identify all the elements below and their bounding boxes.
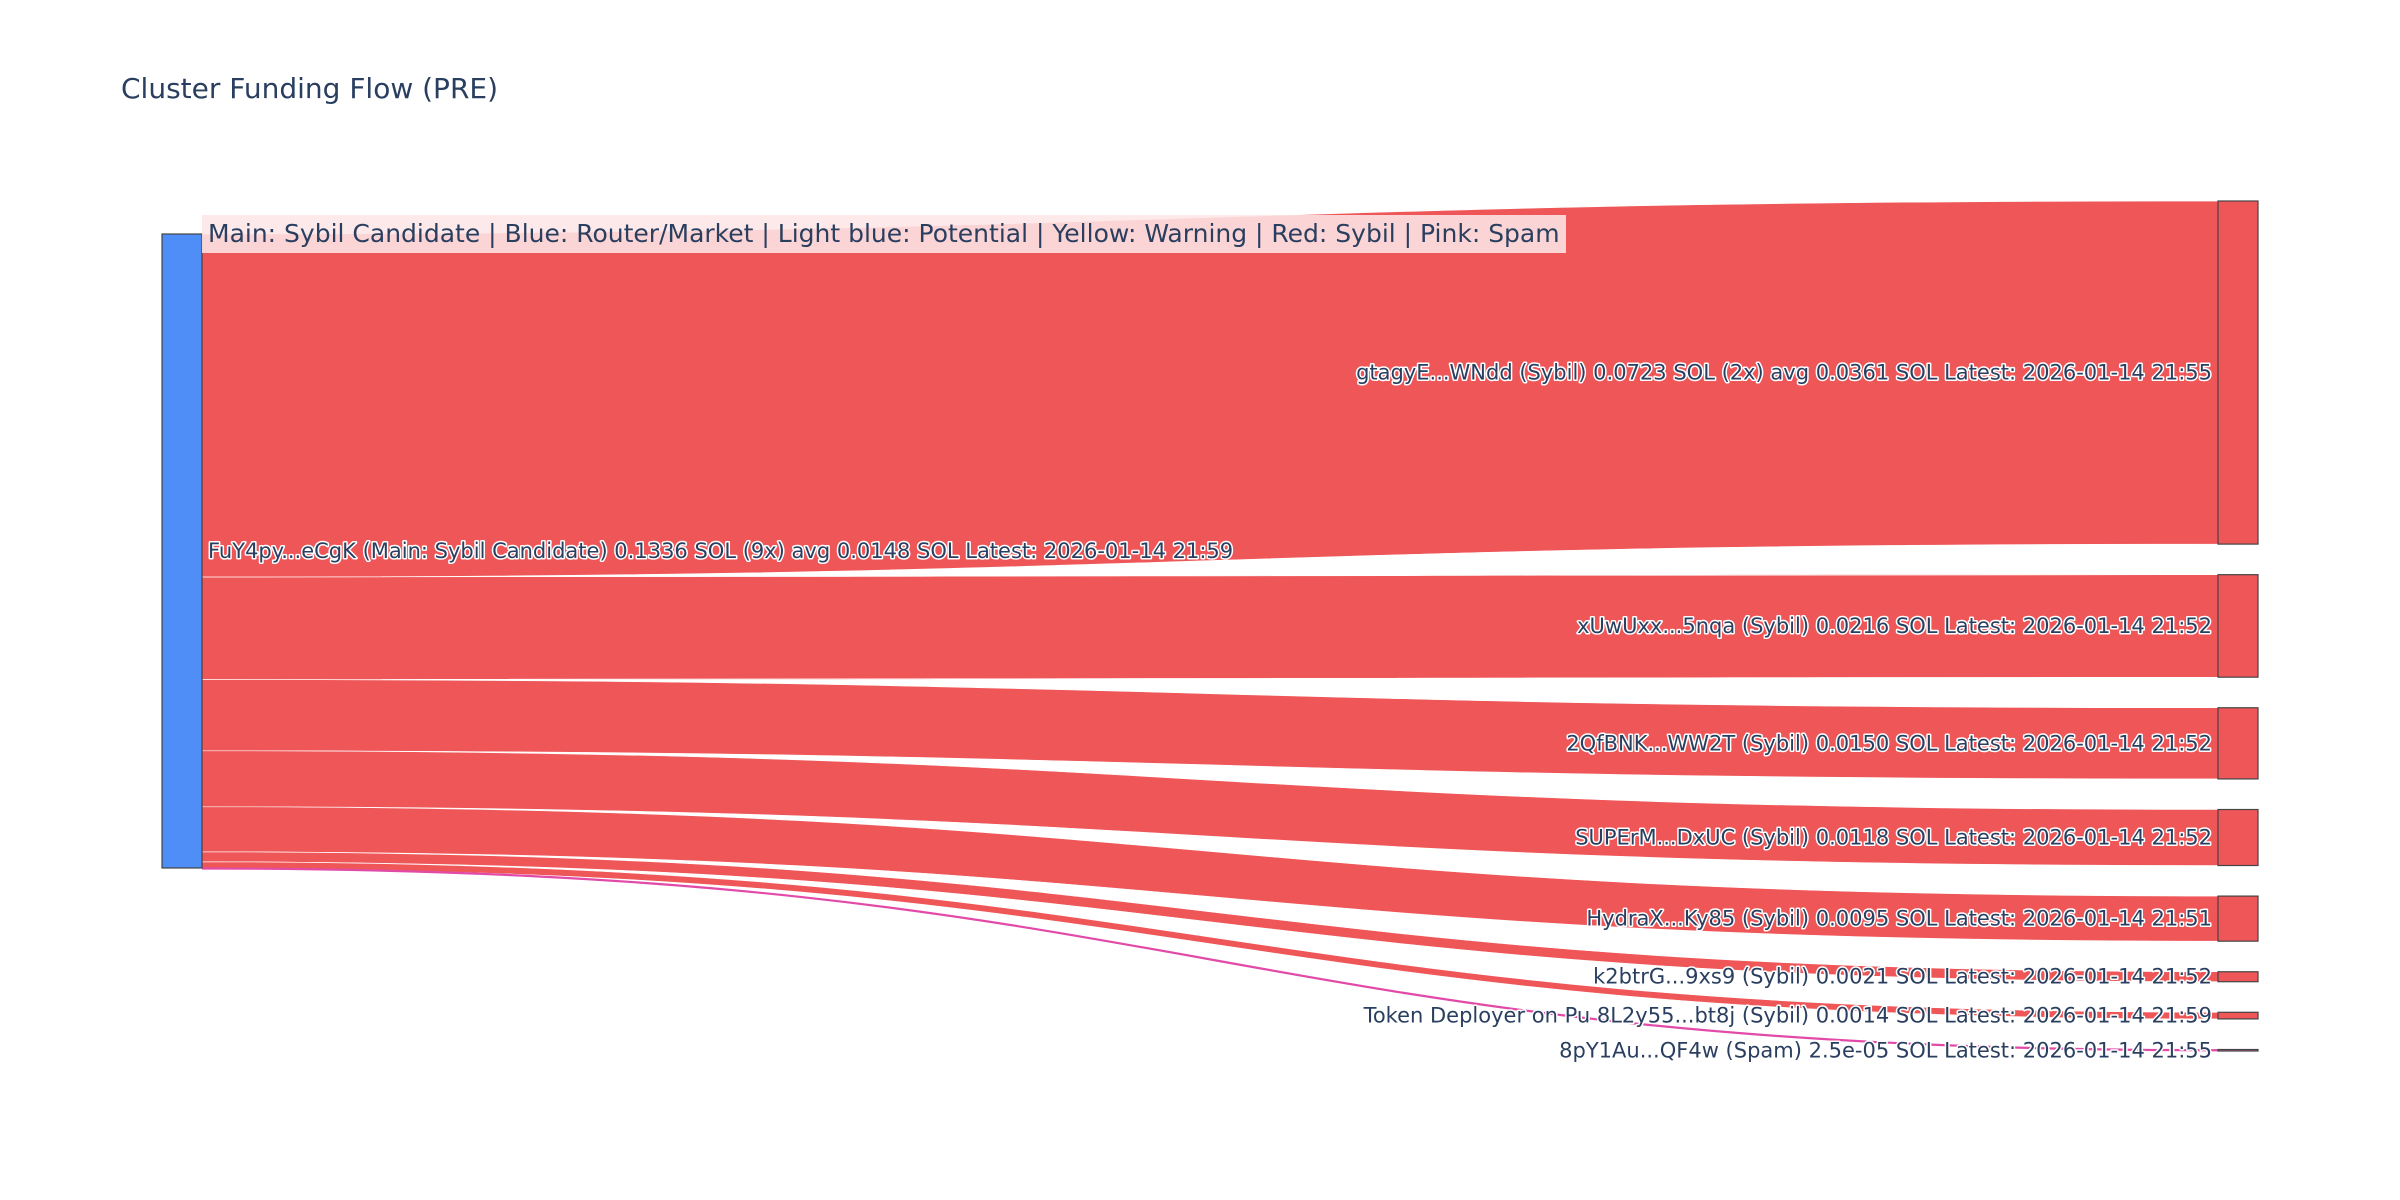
sankey-target-label: 8pY1Au...QF4w (Spam) 2.5e-05 SOL Latest:… bbox=[1559, 1038, 2212, 1062]
sankey-target-node bbox=[2217, 808, 2259, 867]
sankey-nodes bbox=[161, 200, 2259, 1052]
sankey-target-label: SUPErM...DxUC (Sybil) 0.0118 SOL Latest:… bbox=[1575, 826, 2212, 850]
sankey-labels: gtagyE...WNdd (Sybil) 0.0723 SOL (2x) av… bbox=[207, 359, 2214, 1064]
sankey-target-label: xUwUxx...5nqa (Sybil) 0.0216 SOL Latest:… bbox=[1577, 614, 2212, 638]
sankey-source-label: FuY4py...eCgK (Main: Sybil Candidate) 0.… bbox=[208, 539, 1233, 563]
sankey-target-label: Token Deployer on Pu 8L2y55...bt8j (Sybi… bbox=[1363, 1004, 2212, 1028]
sankey-target-label: k2btrG...9xs9 (Sybil) 0.0021 SOL Latest:… bbox=[1593, 965, 2212, 989]
sankey-target-node bbox=[2217, 1011, 2259, 1020]
sankey-links bbox=[201, 200, 2219, 1052]
sankey-target-node bbox=[2217, 971, 2259, 983]
sankey-target-label: 2QfBNK...WW2T (Sybil) 0.0150 SOL Latest:… bbox=[1566, 731, 2212, 755]
chart-title: Cluster Funding Flow (PRE) bbox=[121, 72, 499, 105]
sankey-target-node bbox=[2217, 1048, 2259, 1052]
sankey-link bbox=[201, 867, 2219, 1052]
sankey-link bbox=[201, 200, 2219, 578]
sankey-target-node bbox=[2217, 200, 2259, 545]
sankey-target-node bbox=[2217, 574, 2259, 678]
legend-annotation: Main: Sybil Candidate | Blue: Router/Mar… bbox=[202, 215, 1566, 253]
sankey-source-node bbox=[161, 233, 203, 869]
sankey-target-node bbox=[2217, 895, 2259, 942]
sankey-target-node bbox=[2217, 707, 2259, 780]
sankey-target-label: gtagyE...WNdd (Sybil) 0.0723 SOL (2x) av… bbox=[1356, 361, 2212, 385]
sankey-target-label: HydraX...Ky85 (Sybil) 0.0095 SOL Latest:… bbox=[1586, 907, 2212, 931]
